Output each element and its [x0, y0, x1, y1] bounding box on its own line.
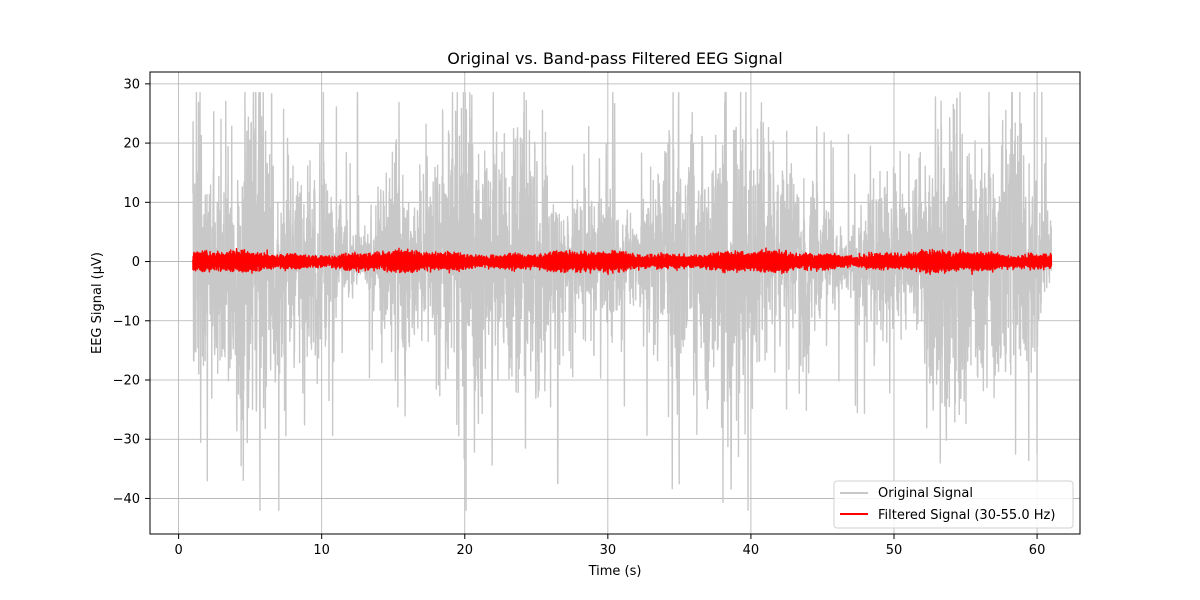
legend: Original Signal Filtered Signal (30-55.0…	[833, 480, 1074, 529]
x-tick-label: 20	[456, 543, 473, 558]
x-tick-label: 60	[1029, 543, 1046, 558]
legend-box	[833, 480, 1074, 529]
y-tick-label: 10	[123, 196, 140, 211]
legend-label-filtered: Filtered Signal (30-55.0 Hz)	[878, 508, 1055, 523]
series-filtered-line	[192, 247, 1053, 276]
x-tick-label: 50	[886, 543, 903, 558]
y-tick-label: −30	[113, 433, 140, 448]
x-tick-label: 10	[313, 543, 330, 558]
plot-area	[192, 92, 1053, 512]
y-axis-ticks: −40 −30 −20 −10 0 10 20 30	[113, 77, 150, 507]
y-tick-label: −20	[113, 374, 140, 389]
x-axis-label: Time (s)	[588, 564, 642, 579]
legend-label-original: Original Signal	[878, 486, 973, 501]
y-tick-label: 20	[123, 137, 140, 152]
axes-frame	[149, 71, 1081, 535]
chart-title: Original vs. Band-pass Filtered EEG Sign…	[447, 49, 782, 68]
y-axis-label: EEG Signal (µV)	[90, 252, 105, 354]
x-tick-label: 0	[174, 543, 182, 558]
y-tick-label: 30	[123, 77, 140, 92]
y-tick-label: 0	[132, 255, 140, 270]
x-axis-ticks: 0 10 20 30 40 50 60	[174, 534, 1045, 558]
y-tick-label: −10	[113, 314, 140, 329]
y-tick-label: −40	[113, 492, 140, 507]
x-tick-label: 40	[743, 543, 760, 558]
x-tick-label: 30	[600, 543, 617, 558]
